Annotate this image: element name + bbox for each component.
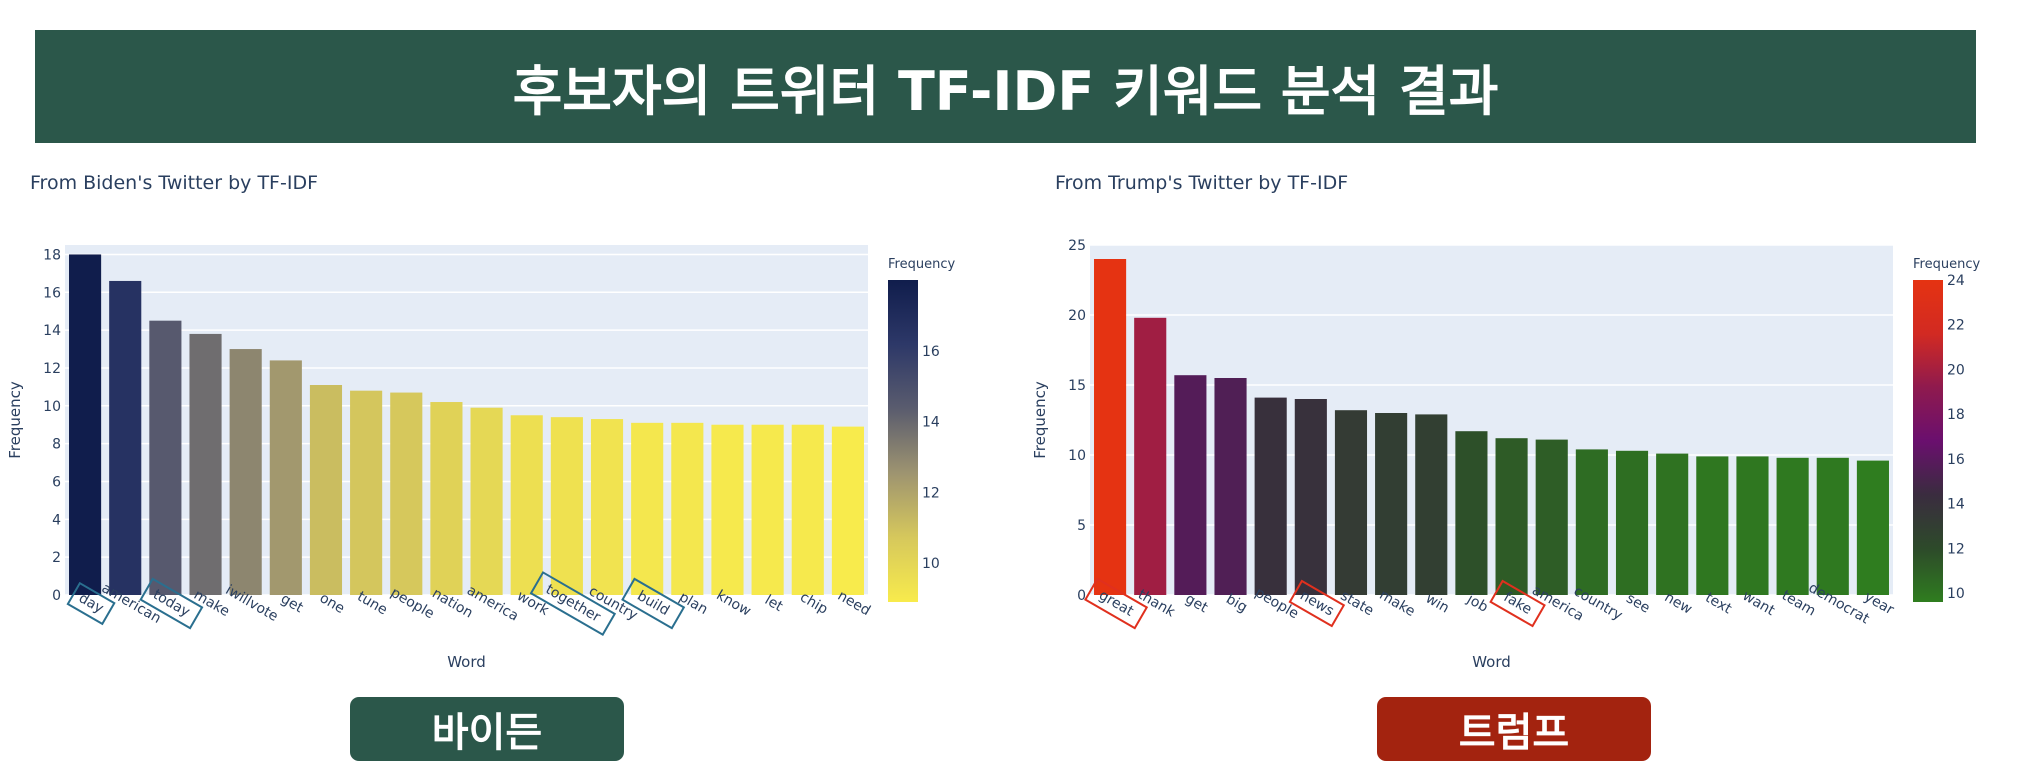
- biden-highlight-box-day: [66, 581, 116, 626]
- trump-y-axis-title: Frequency: [1031, 381, 1049, 459]
- biden-bar-get: [269, 360, 302, 595]
- biden-colorbar: [888, 280, 918, 602]
- trump-colorbar-tick: 22: [1947, 318, 1965, 334]
- biden-y-tick-label: 18: [43, 247, 61, 263]
- trump-colorbar-tick: 16: [1947, 452, 1965, 468]
- biden-highlight-box-today: [139, 577, 204, 630]
- biden-bar-people: [390, 392, 423, 595]
- trump-bar-news: [1294, 399, 1327, 595]
- trump-bar-year: [1856, 460, 1889, 595]
- biden-y-tick-label: 0: [52, 588, 61, 604]
- biden-bar-together: [550, 417, 583, 595]
- biden-y-tick-label: 10: [43, 399, 61, 415]
- trump-badge: 트럼프: [1377, 697, 1651, 761]
- trump-bar-thank: [1134, 317, 1167, 595]
- biden-bar-plan: [671, 422, 704, 595]
- trump-colorbar-tick: 18: [1947, 407, 1965, 423]
- trump-chart-svg: From Trump's Twitter by TF-IDF 0 5 10 15 20 25…: [1031, 172, 1980, 671]
- trump-colorbar-tick: 12: [1947, 541, 1965, 557]
- trump-bar-see: [1615, 450, 1649, 595]
- trump-y-tick-label: 15: [1068, 378, 1086, 394]
- biden-bar-american: [109, 280, 142, 595]
- trump-chart: From Trump's Twitter by TF-IDF 0 5 10 15 20 25…: [1025, 165, 2018, 710]
- trump-y-tick-label: 20: [1068, 308, 1086, 324]
- trump-bar-great: [1094, 259, 1127, 595]
- biden-bar-know: [711, 424, 744, 595]
- trump-bar-team: [1776, 457, 1809, 595]
- biden-bar-today: [149, 320, 182, 595]
- trump-plot-area: [1090, 245, 1893, 595]
- biden-colorbar-tick: 16: [922, 344, 940, 360]
- trump-colorbar-tick: 14: [1947, 497, 1965, 513]
- trump-highlight-box-news: [1288, 579, 1346, 628]
- biden-bar-tune: [350, 390, 383, 595]
- biden-badge-label: 바이든: [431, 710, 543, 756]
- biden-x-axis-title: Word: [447, 653, 486, 671]
- trump-bar-country: [1575, 449, 1608, 595]
- biden-colorbar-tick: 14: [922, 415, 940, 431]
- page-header: 후보자의 트위터 TF-IDF 키워드 분석 결과: [35, 30, 1976, 143]
- trump-bar-job: [1455, 431, 1488, 595]
- biden-bar-make: [189, 333, 222, 595]
- biden-chart-svg: From Biden's Twitter by TF-IDF 0 2 4 6 8 10 12 1…: [6, 172, 955, 671]
- biden-y-tick-label: 4: [52, 512, 61, 528]
- biden-bar-iwillvote: [229, 349, 262, 595]
- biden-bar-day: [69, 254, 102, 595]
- trump-bar-new: [1656, 453, 1689, 595]
- trump-bar-state: [1334, 410, 1368, 595]
- trump-bar-want: [1736, 456, 1769, 595]
- biden-colorbar-title: Frequency: [888, 257, 955, 272]
- trump-bar-text: [1696, 456, 1729, 595]
- biden-colorbar-tick: 12: [922, 485, 940, 501]
- trump-bar-big: [1214, 378, 1247, 595]
- trump-bar-democrat: [1816, 457, 1849, 595]
- biden-highlight-box-together: [529, 571, 617, 636]
- biden-y-tick-label: 14: [43, 323, 61, 339]
- biden-bar-let: [751, 424, 784, 595]
- biden-colorbar-tick: 10: [922, 556, 940, 572]
- biden-y-axis-title: Frequency: [6, 381, 24, 459]
- trump-y-tick-label: 0: [1077, 588, 1086, 604]
- trump-highlight-box-great: [1084, 577, 1149, 630]
- biden-bar-need: [831, 426, 864, 595]
- trump-colorbar: [1913, 280, 1943, 602]
- biden-bar-america: [470, 407, 503, 595]
- trump-highlight-box-fake: [1489, 579, 1546, 628]
- biden-y-tick-label: 2: [52, 550, 61, 566]
- trump-bar-america: [1535, 439, 1568, 595]
- trump-y-tick-label: 5: [1077, 518, 1086, 534]
- trump-y-tick-label: 10: [1068, 448, 1086, 464]
- biden-y-tick-label: 8: [52, 437, 61, 453]
- trump-bar-win: [1415, 414, 1448, 595]
- biden-bar-country: [590, 419, 624, 595]
- biden-chart: From Biden's Twitter by TF-IDF 0 2 4 6 8 10 12 1…: [0, 165, 1000, 710]
- biden-y-tick-label: 12: [43, 361, 61, 377]
- trump-colorbar-tick: 24: [1947, 273, 1965, 289]
- trump-colorbar-tick: 10: [1947, 586, 1965, 602]
- trump-y-tick-label: 25: [1068, 238, 1086, 254]
- trump-bar-get: [1174, 375, 1207, 595]
- trump-chart-title: From Trump's Twitter by TF-IDF: [1055, 172, 1348, 194]
- biden-y-tick-label: 6: [52, 474, 61, 490]
- trump-x-axis-title: Word: [1472, 653, 1511, 671]
- trump-bar-fake: [1495, 438, 1528, 595]
- biden-highlight-box-build: [621, 577, 686, 630]
- biden-bar-build: [631, 422, 664, 595]
- biden-badge: 바이든: [350, 697, 624, 761]
- biden-chart-title: From Biden's Twitter by TF-IDF: [30, 172, 318, 194]
- trump-colorbar-tick: 20: [1947, 362, 1965, 378]
- trump-bar-make: [1375, 413, 1408, 595]
- biden-y-tick-label: 16: [43, 285, 61, 301]
- trump-badge-label: 트럼프: [1458, 710, 1570, 756]
- biden-bar-nation: [430, 402, 463, 595]
- biden-bar-chip: [791, 424, 824, 595]
- biden-bar-work: [510, 415, 543, 595]
- page-title: 후보자의 트위터 TF-IDF 키워드 분석 결과: [512, 60, 1499, 123]
- trump-bar-people: [1254, 397, 1287, 595]
- biden-plot-area: [65, 245, 868, 595]
- trump-colorbar-title: Frequency: [1913, 257, 1980, 272]
- biden-bar-one: [309, 385, 343, 595]
